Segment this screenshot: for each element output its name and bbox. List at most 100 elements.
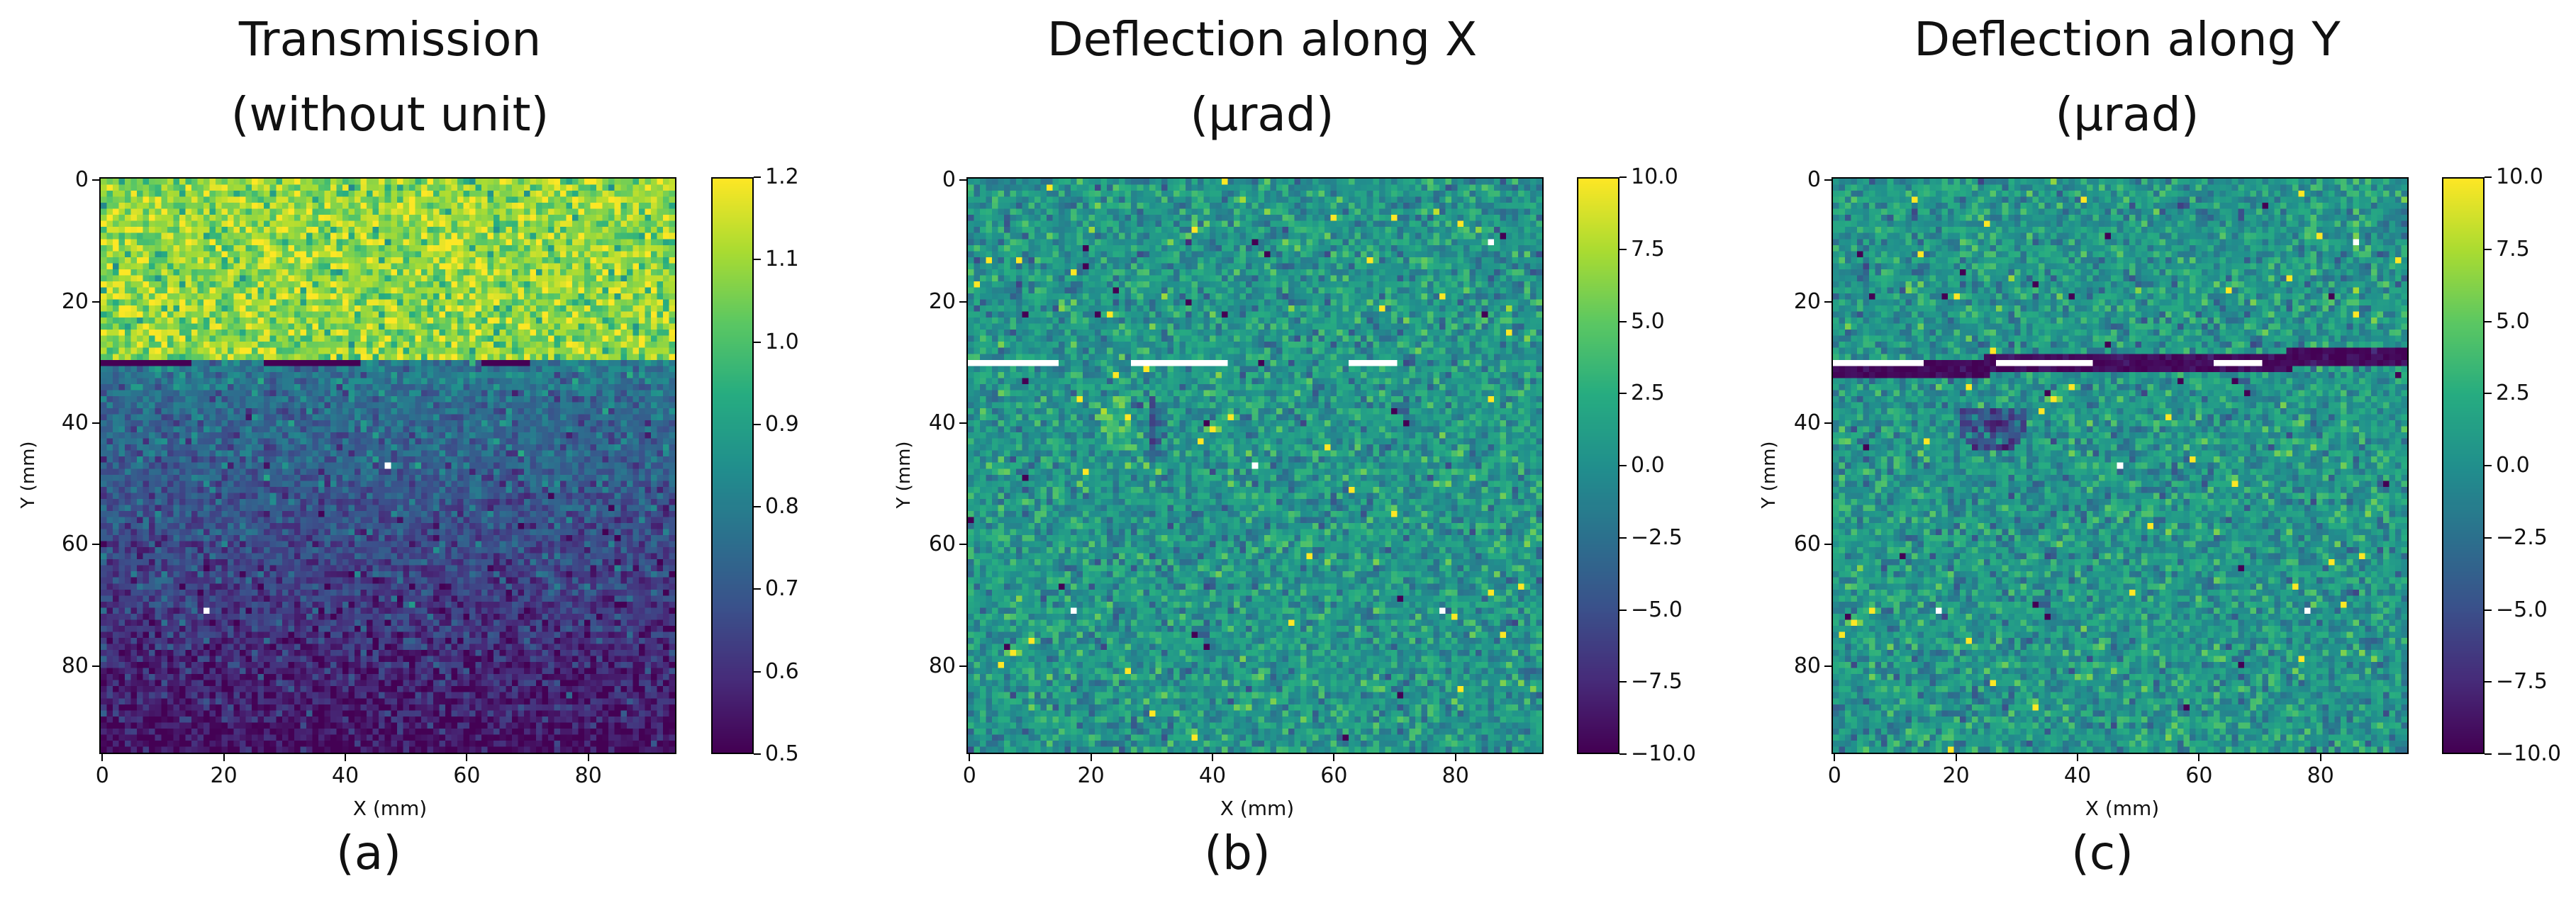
colorbar-tick-mark — [1619, 393, 1627, 395]
y-tick-mark — [1824, 422, 1831, 425]
y-tick-label: 0 — [1807, 167, 1821, 193]
y-tick-label: 40 — [61, 410, 89, 436]
y-tick-label: 40 — [1793, 410, 1821, 436]
panel-label: (a) — [336, 826, 401, 880]
heatmap — [966, 177, 1544, 754]
x-tick-mark — [1090, 754, 1092, 761]
y-tick-label: 60 — [61, 532, 89, 557]
x-axis-label: X (mm) — [2085, 797, 2160, 820]
y-tick-label: 20 — [61, 288, 89, 314]
panel-deflection-y: Deflection along Y (µrad) Y (mm) 0 20 40 60… — [1730, 0, 2574, 910]
colorbar-tick-label: 10.0 — [2496, 164, 2543, 189]
colorbar-tick-mark — [754, 670, 761, 673]
colorbar-tick-mark — [2485, 176, 2492, 178]
colorbar-tick-label: 1.1 — [765, 247, 799, 272]
colorbar — [1577, 177, 1619, 754]
colorbar — [2442, 177, 2485, 754]
colorbar-tick-label: 10.0 — [1631, 164, 1678, 189]
colorbar-tick-mark — [2485, 681, 2492, 683]
panel-label: (b) — [1204, 826, 1271, 880]
chart-title-line1: Transmission — [238, 12, 542, 67]
y-tick-mark — [92, 179, 99, 181]
colorbar-tick-mark — [2485, 248, 2492, 250]
x-tick-label: 40 — [2063, 763, 2092, 788]
y-tick-label: 80 — [928, 653, 956, 678]
chart-title-line2: (µrad) — [1190, 87, 1334, 142]
x-axis-label: X (mm) — [352, 797, 428, 820]
colorbar-tick-mark — [2485, 320, 2492, 322]
y-axis-label: Y (mm) — [893, 441, 915, 509]
x-tick-label: 0 — [1827, 763, 1841, 788]
y-tick-mark — [959, 544, 966, 546]
colorbar-tick-label: 1.0 — [765, 329, 799, 354]
x-tick-mark — [2077, 754, 2079, 761]
colorbar-tick-mark — [2485, 609, 2492, 611]
chart-title-line2: (without unit) — [230, 87, 550, 142]
colorbar-tick-label: −2.5 — [2496, 524, 2548, 550]
x-tick-mark — [223, 754, 225, 761]
colorbar-tick-mark — [2485, 465, 2492, 466]
colorbar-tick-mark — [1619, 609, 1627, 611]
y-tick-mark — [92, 300, 99, 303]
colorbar-tick-label: 0.6 — [765, 658, 799, 684]
colorbar-tick-label: −10.0 — [2496, 741, 2561, 766]
y-tick-mark — [959, 665, 966, 667]
x-tick-label: 80 — [574, 763, 602, 788]
x-axis-label: X (mm) — [1220, 797, 1295, 820]
colorbar-tick-mark — [1619, 681, 1627, 683]
y-tick-mark — [959, 179, 966, 181]
y-tick-mark — [1824, 179, 1831, 181]
colorbar-tick-label: 5.0 — [1631, 308, 1665, 334]
y-tick-label: 60 — [1793, 532, 1821, 557]
x-tick-mark — [587, 754, 589, 761]
y-tick-mark — [92, 544, 99, 546]
y-tick-mark — [1824, 300, 1831, 303]
colorbar-tick-mark — [2485, 753, 2492, 755]
colorbar-tick-label: 0.8 — [765, 494, 799, 519]
x-tick-label: 0 — [95, 763, 109, 788]
chart-title-line1: Deflection along X — [1047, 12, 1478, 67]
colorbar-tick-mark — [754, 588, 761, 590]
y-tick-label: 0 — [74, 167, 89, 193]
colorbar-tick-label: 7.5 — [2496, 236, 2530, 262]
colorbar-tick-mark — [2485, 537, 2492, 539]
x-tick-label: 20 — [1942, 763, 1970, 788]
y-axis-label: Y (mm) — [1758, 441, 1780, 509]
colorbar-tick-label: 0.0 — [1631, 453, 1665, 478]
x-tick-label: 40 — [1198, 763, 1227, 788]
chart-title-line2: (µrad) — [2055, 87, 2199, 142]
y-tick-label: 20 — [1793, 288, 1821, 314]
colorbar-tick-label: −10.0 — [1631, 741, 1696, 766]
y-tick-label: 60 — [928, 532, 956, 557]
colorbar-tick-mark — [754, 753, 761, 755]
colorbar — [711, 177, 754, 754]
y-axis-label: Y (mm) — [18, 441, 39, 509]
x-tick-mark — [969, 754, 971, 761]
x-tick-mark — [466, 754, 468, 761]
y-tick-label: 80 — [1793, 653, 1821, 678]
colorbar-tick-label: 7.5 — [1631, 236, 1665, 262]
y-tick-mark — [92, 422, 99, 425]
colorbar-tick-label: 0.9 — [765, 411, 799, 437]
y-tick-label: 20 — [928, 288, 956, 314]
colorbar-tick-label: −7.5 — [2496, 669, 2548, 695]
colorbar-tick-label: 0.5 — [765, 741, 799, 766]
y-tick-mark — [959, 422, 966, 425]
colorbar-tick-mark — [754, 259, 761, 261]
y-tick-mark — [1824, 544, 1831, 546]
x-tick-mark — [345, 754, 347, 761]
y-tick-mark — [92, 665, 99, 667]
colorbar-tick-label: 2.5 — [2496, 381, 2530, 406]
colorbar-tick-label: 0.7 — [765, 576, 799, 602]
x-tick-label: 60 — [453, 763, 481, 788]
colorbar-tick-mark — [1619, 465, 1627, 466]
panel-transmission: Transmission (without unit) Y (mm) 0 20 40… — [0, 0, 858, 910]
x-tick-label: 80 — [1442, 763, 1469, 788]
heatmap — [1831, 177, 2409, 754]
x-tick-label: 60 — [1320, 763, 1348, 788]
x-tick-label: 40 — [331, 763, 359, 788]
x-tick-mark — [1333, 754, 1335, 761]
x-tick-mark — [1834, 754, 1836, 761]
x-tick-mark — [101, 754, 104, 761]
colorbar-tick-label: 1.2 — [765, 164, 799, 189]
